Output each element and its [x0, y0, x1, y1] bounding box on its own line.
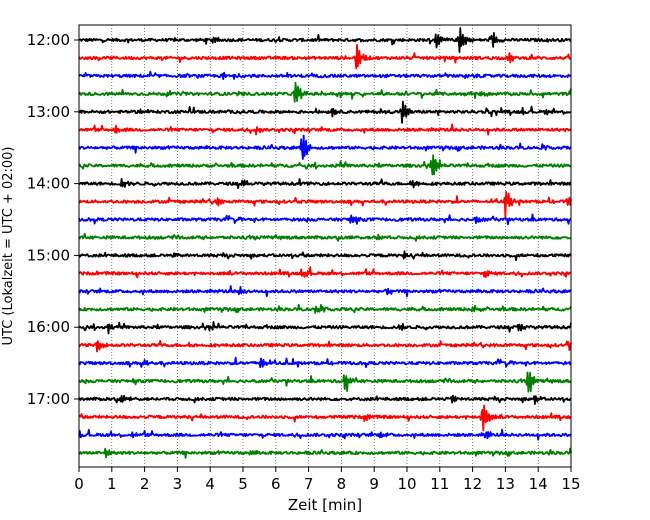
trace-1430 [78, 213, 572, 226]
trace-1230 [78, 70, 572, 81]
x-tick-label: 0 [74, 475, 84, 493]
trace-1745 [78, 447, 572, 459]
trace-1630 [78, 356, 572, 369]
x-tick-label: 9 [369, 475, 379, 493]
x-tick-label: 3 [173, 475, 183, 493]
x-tick-label: 14 [529, 475, 548, 493]
trace-1600 [78, 321, 572, 335]
y-tick-label: 16:00 [27, 318, 70, 336]
x-tick-label: 10 [397, 475, 416, 493]
trace-1245 [78, 81, 572, 103]
plot-frame [78, 24, 572, 468]
x-tick-label: 12 [463, 475, 482, 493]
trace-1345 [78, 154, 572, 176]
trace-1215 [78, 44, 572, 69]
trace-1400 [78, 178, 572, 189]
trace-1445 [78, 232, 572, 242]
x-tick-label: 4 [205, 475, 215, 493]
trace-1730 [78, 428, 572, 441]
trace-1300 [78, 100, 572, 124]
x-axis: 0 1 2 3 4 5 6 7 8 9 10 11 12 13 14 15 [74, 467, 581, 493]
trace-1500 [78, 250, 572, 261]
x-tick-label: 1 [107, 475, 117, 493]
trace-1700 [78, 394, 572, 405]
x-tick-label: 11 [430, 475, 449, 493]
x-tick-label: 7 [304, 475, 314, 493]
seismogram-traces [78, 27, 572, 459]
y-tick-label: 14:00 [27, 175, 70, 193]
x-tick-label: 5 [238, 475, 248, 493]
trace-1530 [78, 285, 572, 298]
y-tick-label: 13:00 [27, 103, 70, 121]
trace-1515 [78, 266, 572, 279]
y-axis: 12:00 13:00 14:00 15:00 16:00 17:00 [27, 31, 79, 408]
trace-1415 [78, 190, 572, 219]
x-axis-title: Zeit [min] [288, 496, 362, 514]
trace-1645 [78, 371, 572, 393]
trace-1545 [78, 304, 572, 314]
x-tick-label: 2 [140, 475, 150, 493]
x-tick-label: 6 [271, 475, 281, 493]
trace-1715 [78, 404, 572, 432]
trace-1330 [78, 134, 572, 160]
x-tick-label: 8 [337, 475, 347, 493]
trace-1615 [78, 340, 572, 353]
trace-1315 [78, 123, 572, 136]
trace-1200 [78, 27, 572, 53]
y-tick-label: 15:00 [27, 246, 70, 264]
y-axis-title: UTC (Lokalzeit = UTC + 02:00) [1, 147, 16, 346]
y-tick-label: 17:00 [27, 390, 70, 408]
x-tick-label: 15 [561, 475, 580, 493]
y-tick-label: 12:00 [27, 31, 70, 49]
x-tick-label: 13 [496, 475, 515, 493]
